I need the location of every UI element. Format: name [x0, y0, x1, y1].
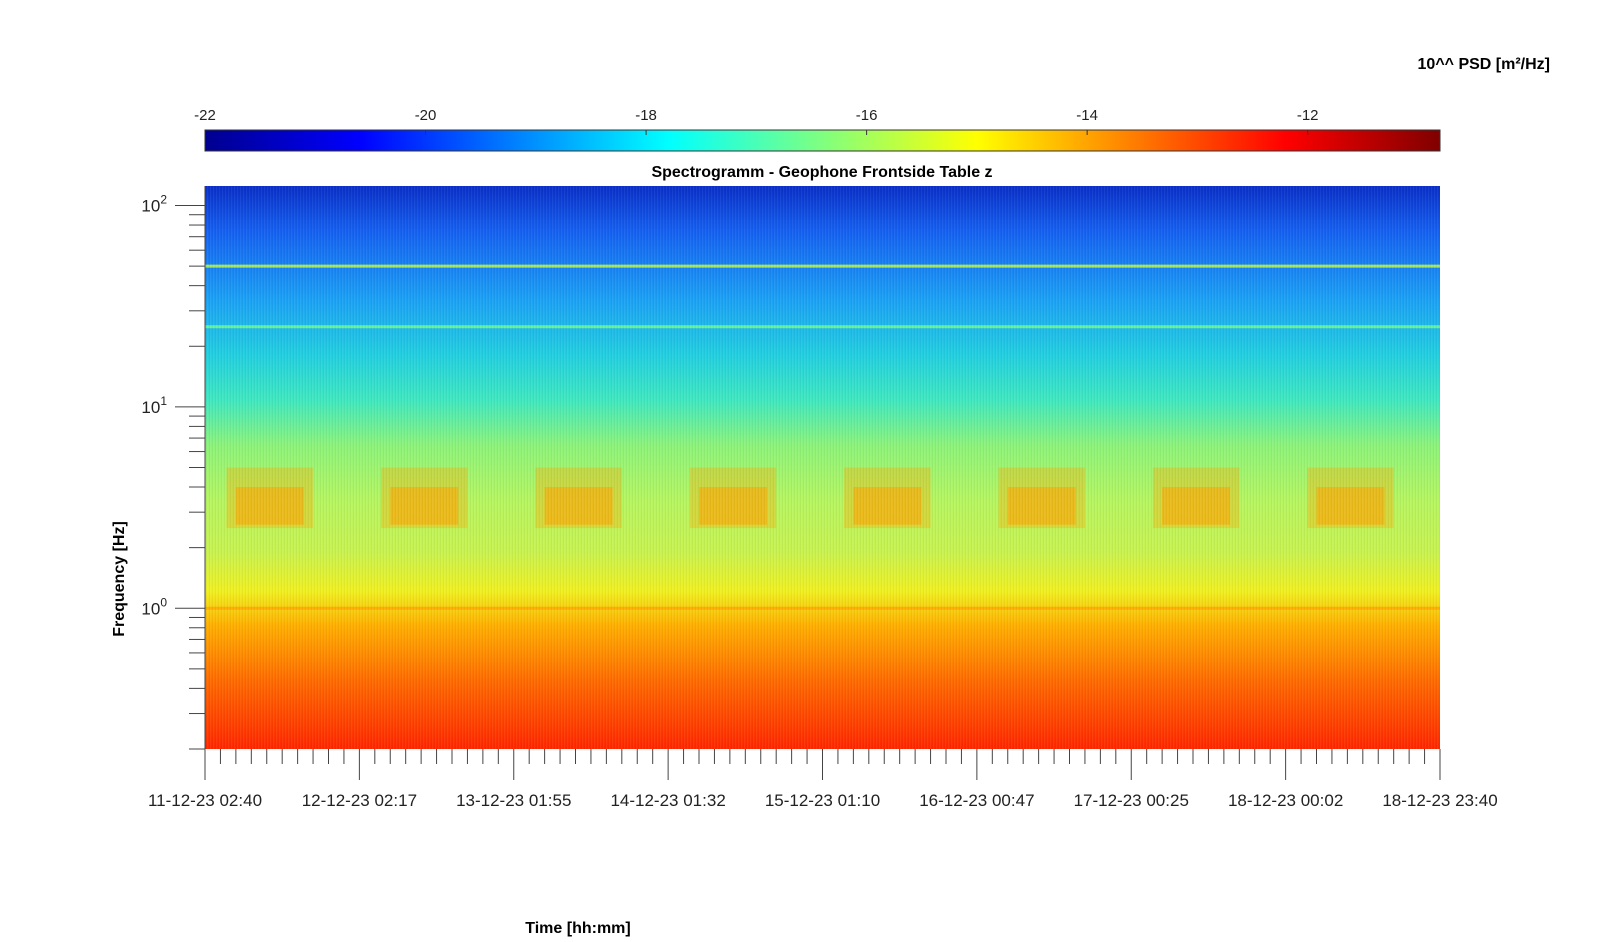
- x-tick-label: 18-12-23 00:02: [1228, 791, 1343, 810]
- plot-area: [205, 186, 1440, 749]
- x-tick-label: 12-12-23 02:17: [302, 791, 417, 810]
- colorbar-tick-label: -18: [635, 107, 657, 124]
- x-tick-label: 15-12-23 01:10: [765, 791, 880, 810]
- x-tick-label: 16-12-23 00:47: [919, 791, 1034, 810]
- x-tick-label: 17-12-23 00:25: [1074, 791, 1189, 810]
- colorbar-tick-label: -14: [1076, 107, 1098, 124]
- y-tick-label: 102: [141, 193, 167, 216]
- x-tick-label: 13-12-23 01:55: [456, 791, 571, 810]
- colorbar-tick-label: -20: [415, 107, 437, 124]
- x-tick-label: 14-12-23 01:32: [610, 791, 725, 810]
- x-tick-label: 11-12-23 02:40: [148, 791, 262, 810]
- texture-overlay: [205, 186, 1440, 749]
- colorbar: 10^^ PSD [m²/Hz] -22 -20 -18 -16 -14 -12: [194, 56, 1550, 152]
- colorbar-label: 10^^ PSD [m²/Hz]: [1418, 56, 1550, 73]
- y-tick-label: 100: [141, 595, 167, 618]
- y-tick-label: 101: [141, 394, 167, 417]
- colorbar-tick-label: -12: [1297, 107, 1319, 124]
- colorbar-gradient: [204, 129, 1441, 152]
- x-axis-label: Time [hh:mm]: [525, 920, 630, 937]
- y-axis: 100 101 102: [141, 186, 206, 750]
- colorbar-tick-label: -16: [856, 107, 878, 124]
- colorbar-ticks: -22 -20 -18 -16 -14 -12: [194, 107, 1319, 135]
- x-axis: 11-12-23 02:40 12-12-23 02:17 13-12-23 01:…: [148, 749, 1498, 810]
- x-tick-label: 18-12-23 23:40: [1382, 791, 1497, 810]
- y-axis-label: Frequency [Hz]: [111, 521, 128, 637]
- colorbar-tick-label: -22: [194, 107, 216, 124]
- chart-title: Spectrogramm - Geophone Frontside Table …: [651, 164, 992, 181]
